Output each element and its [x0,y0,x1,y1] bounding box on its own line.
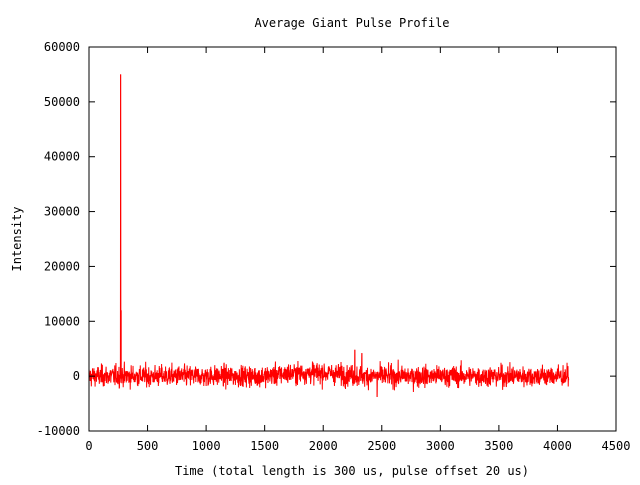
chart-title: Average Giant Pulse Profile [254,16,449,30]
y-tick-label: -10000 [37,424,80,438]
x-tick-label: 3500 [484,439,513,453]
y-tick-label: 10000 [44,314,80,328]
y-tick-label: 40000 [44,150,80,164]
y-axis-label: Intensity [10,206,24,271]
x-tick-label: 4000 [543,439,572,453]
series-layer [88,74,570,397]
signal-series-line [88,74,570,397]
x-tick-label: 2500 [367,439,396,453]
tick-layer: 0 500 1000 1500 2000 2500 3000 3500 4000 4500 -100… [37,40,631,453]
x-axis-label: Time (total length is 300 us, pulse offs… [175,464,529,478]
plot-frame [88,46,617,432]
x-tick-label: 500 [137,439,159,453]
x-tick-label: 0 [85,439,92,453]
x-tick-label: 4500 [602,439,631,453]
x-tick-label: 1000 [192,439,221,453]
y-tick-label: 30000 [44,205,80,219]
y-tick-label: 20000 [44,259,80,273]
x-tick-label: 2000 [309,439,338,453]
y-tick-label: 50000 [44,95,80,109]
y-tick-label: 0 [73,369,80,383]
x-tick-label: 1500 [250,439,279,453]
y-tick-label: 60000 [44,40,80,54]
x-tick-label: 3000 [426,439,455,453]
